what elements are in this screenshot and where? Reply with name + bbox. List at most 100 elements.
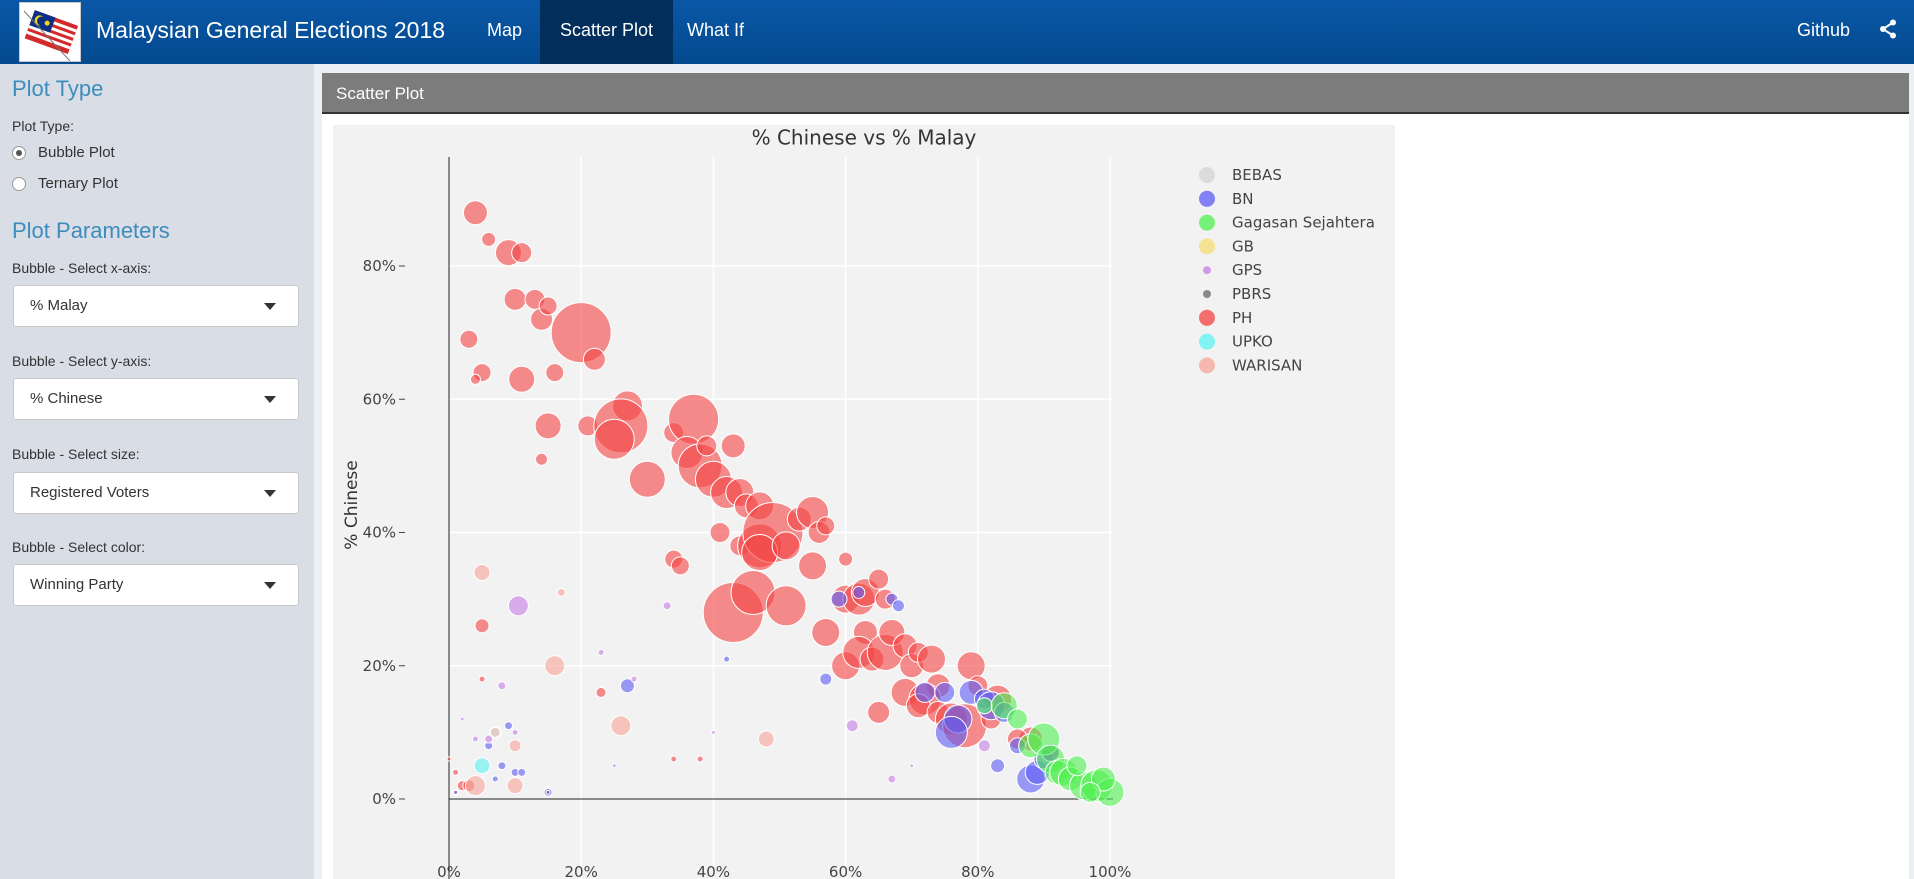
bubble-ph: [478, 675, 486, 683]
bubble-bn: [934, 715, 968, 749]
bubble-gps: [459, 716, 465, 722]
bubble-ph: [798, 551, 828, 581]
bubble-ph: [459, 329, 479, 349]
bubble-gps: [887, 774, 897, 784]
bubble-gps: [484, 734, 494, 744]
legend-label: GPS: [1232, 261, 1262, 279]
bubble-ph: [595, 686, 607, 698]
x-axis-value: % Malay: [30, 297, 88, 314]
bubble-upko: [473, 757, 491, 775]
malaysia-flag-logo: [19, 2, 81, 62]
bubble-ph: [511, 242, 533, 264]
radio-ternary-plot[interactable]: Ternary Plot: [12, 175, 118, 192]
bubble-ph: [474, 618, 490, 634]
bubble-gagasan-sejahtera: [1006, 708, 1028, 730]
legend-label: BEBAS: [1232, 166, 1282, 184]
y-axis-select[interactable]: % Chinese: [13, 378, 299, 420]
y-tick-label: 40%: [363, 524, 396, 542]
bubble-ph: [670, 755, 678, 763]
bubble-gps: [471, 735, 479, 743]
x-tick-label: 100%: [1089, 863, 1132, 879]
bubble-warisan: [506, 777, 524, 795]
legend-label: Gagasan Sejahtera: [1232, 214, 1375, 232]
bubble-bn: [891, 599, 905, 613]
bubble-bn: [819, 672, 833, 686]
bubble-gps: [630, 675, 638, 683]
scatter-plot-area[interactable]: % Chinese vs % Malay 0% 20% 40% 60% 80% 100% 0%…: [333, 125, 1395, 879]
bubble-ph: [771, 531, 801, 561]
caret-down-icon: [264, 303, 276, 310]
bubble-ph: [545, 363, 565, 383]
bubble-warisan: [464, 775, 486, 797]
bubble-bn: [852, 585, 866, 599]
bubble-warisan: [544, 655, 566, 677]
nav-what-if[interactable]: What If: [687, 20, 745, 40]
github-link[interactable]: Github: [1797, 20, 1851, 40]
bubble-bn: [497, 761, 507, 771]
bubble-gps: [511, 728, 519, 736]
bubble-gps: [597, 648, 605, 656]
legend-label: WARISAN: [1232, 356, 1302, 374]
bubble-ph: [628, 460, 666, 498]
bubble-warisan: [556, 587, 566, 597]
bubble-gps: [977, 739, 991, 753]
bubble-bn: [830, 590, 848, 608]
legend-marker: [1199, 167, 1215, 183]
app-title: Malaysian General Elections 2018: [96, 17, 446, 43]
bubble-gagasan-sejahtera: [1066, 755, 1088, 777]
x-axis-label: Bubble - Select x-axis:: [12, 260, 152, 276]
top-navbar: Malaysian General Elections 2018 Map Sca…: [0, 0, 1914, 64]
size-select[interactable]: Registered Voters: [13, 472, 299, 514]
bubble-gps: [710, 729, 716, 735]
bubble-ph: [867, 700, 891, 724]
legend-marker: [1199, 333, 1215, 350]
y-tick-label: 0%: [372, 790, 396, 808]
share-icon[interactable]: [1879, 19, 1897, 44]
radio-bubble-plot[interactable]: Bubble Plot: [12, 144, 115, 161]
chart-title: % Chinese vs % Malay: [752, 126, 977, 150]
bubble-ph: [670, 556, 690, 576]
radio-selected-icon[interactable]: [12, 145, 26, 160]
bubble-ph: [538, 296, 558, 316]
bubble-ph: [811, 617, 841, 647]
bubble-ph: [593, 418, 635, 460]
bubble-ph: [696, 435, 718, 457]
x-axis-select[interactable]: % Malay: [13, 285, 299, 327]
bubble-ph: [534, 412, 562, 440]
caret-down-icon: [264, 396, 276, 403]
plot-type-heading: Plot Type: [12, 76, 104, 101]
nav-scatter-plot[interactable]: Scatter Plot: [540, 0, 674, 64]
bubble-bn: [914, 681, 936, 703]
bubble-gps: [909, 763, 915, 769]
plot-type-label: Plot Type:: [12, 118, 75, 134]
legend-label: UPKO: [1232, 333, 1273, 351]
legend-label: PBRS: [1232, 285, 1271, 303]
legend-label: GB: [1232, 237, 1254, 255]
bubble-ph: [508, 365, 536, 393]
y-tick-label: 20%: [363, 657, 396, 675]
bubble-ph: [696, 755, 704, 763]
radio-unselected-icon[interactable]: [12, 176, 26, 191]
x-tick-label: 20%: [565, 863, 598, 879]
bubble-gagasan-sejahtera: [975, 697, 993, 715]
legend-marker: [1203, 266, 1211, 275]
x-tick-label: 60%: [829, 863, 862, 879]
bubble-ph: [741, 533, 779, 571]
bubble-ph: [550, 302, 612, 364]
color-value: Winning Party: [30, 576, 124, 593]
caret-down-icon: [264, 490, 276, 497]
bubble-ph: [720, 433, 746, 459]
bubble-ph: [816, 516, 836, 536]
y-tick-label: 80%: [363, 257, 396, 275]
legend-label: PH: [1232, 309, 1252, 327]
bubble-ph: [481, 231, 497, 247]
bubble-gps: [497, 681, 507, 691]
bubble-bn: [723, 655, 731, 663]
legend-marker: [1199, 238, 1215, 255]
nav-map[interactable]: Map: [487, 20, 523, 40]
bubble-ph: [838, 551, 854, 567]
bubble-warisan: [757, 730, 775, 748]
color-select[interactable]: Winning Party: [13, 564, 299, 606]
y-axis-label: Bubble - Select y-axis:: [12, 353, 152, 369]
